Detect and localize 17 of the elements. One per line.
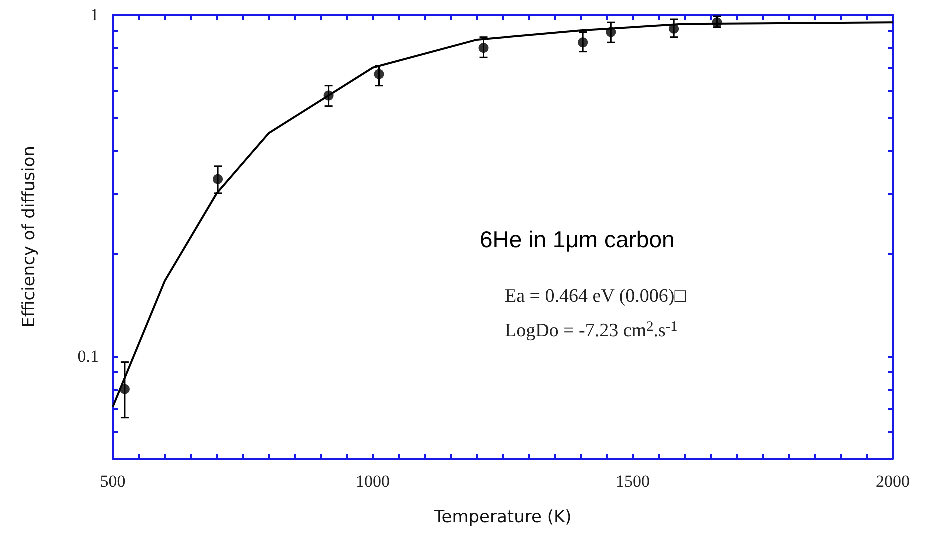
- y-tick-label: 1: [90, 6, 99, 24]
- annotation: Ea = 0.464 eV (0.006)□: [505, 286, 687, 307]
- x-tick-label: 1000: [356, 472, 390, 491]
- point: [213, 174, 224, 184]
- y-tick-label: 0.1: [78, 346, 99, 366]
- x-tick-label: 500: [100, 472, 126, 491]
- point: [324, 90, 334, 101]
- y-axis-title: Efficiency of diffusion: [20, 146, 40, 328]
- x-tick-label: 2000: [876, 472, 910, 491]
- x-axis-title: Temperature (K): [433, 508, 572, 528]
- point: [578, 38, 588, 48]
- point: [478, 43, 489, 54]
- x-tick-label: 1500: [616, 472, 650, 491]
- annotation: 6He in 1μm carbon: [480, 226, 675, 252]
- point: [606, 27, 616, 38]
- point: [374, 69, 384, 80]
- point: [120, 384, 130, 394]
